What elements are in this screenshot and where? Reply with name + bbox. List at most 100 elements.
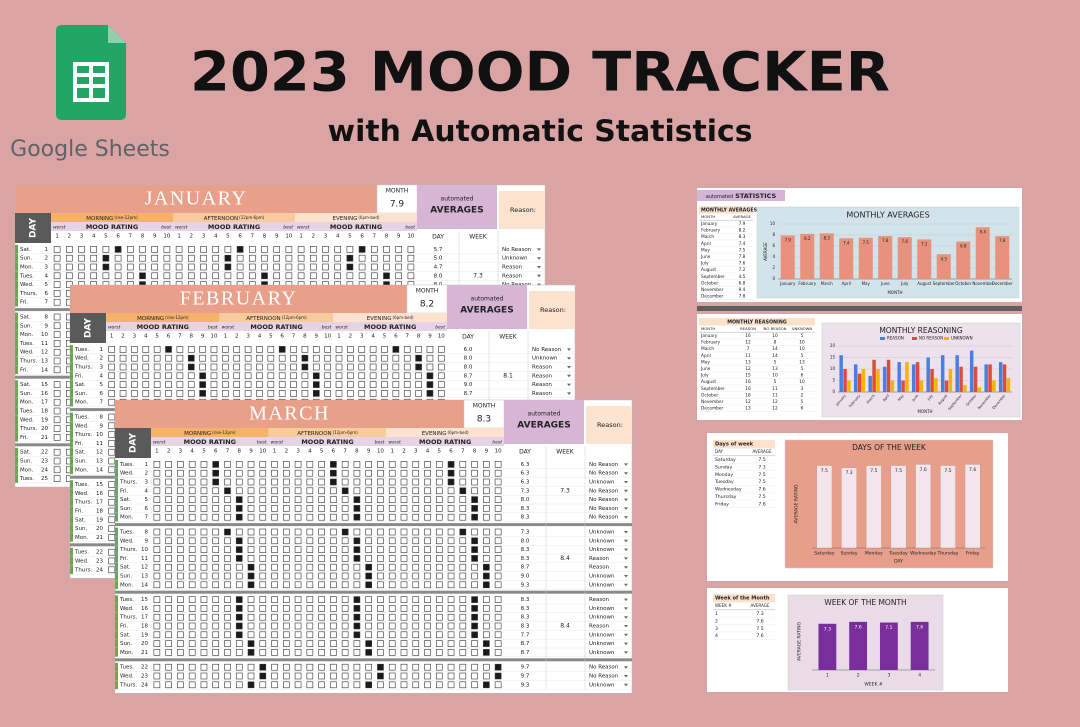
x-axis-label: WEEK #: [864, 682, 883, 688]
checkbox: [271, 605, 278, 612]
scale-number: 1: [299, 234, 303, 240]
checkbox: [483, 546, 490, 553]
data-label: 7.5: [895, 468, 902, 474]
day-date: 8: [100, 415, 104, 421]
bar: [878, 236, 893, 279]
checkbox: [131, 372, 138, 380]
y-tick-label: 10: [770, 221, 776, 226]
checkbox: [212, 513, 220, 521]
checkbox-checked: [383, 272, 390, 280]
scale-number: 5: [155, 334, 159, 340]
checkbox: [447, 681, 455, 689]
table-cell: 9.4: [739, 287, 746, 293]
checkbox-checked: [235, 605, 243, 612]
checkbox: [188, 622, 196, 630]
section-name: MORNING: [86, 216, 113, 222]
table-cell: 7.6: [756, 618, 763, 624]
day-name: Sun.: [120, 506, 132, 512]
checkbox: [447, 528, 455, 536]
checkbox: [322, 246, 329, 253]
checkbox: [294, 496, 302, 503]
checkbox: [259, 513, 267, 521]
table-cell: September: [701, 274, 725, 280]
scale-number: 10: [438, 334, 445, 340]
day-strip: [15, 330, 18, 339]
checkbox: [233, 390, 241, 397]
checkbox: [165, 363, 172, 371]
day-strip: [115, 671, 118, 681]
checkbox: [176, 372, 184, 380]
checkbox: [294, 505, 302, 512]
day-average: 8.0: [521, 538, 530, 544]
bar: [984, 364, 988, 392]
x-tick-label: May: [897, 394, 905, 402]
checkbox: [200, 487, 208, 495]
checkbox: [412, 581, 420, 589]
checkbox: [424, 649, 431, 656]
day-name: Wed.: [75, 423, 89, 429]
checkbox: [412, 537, 420, 545]
checkbox-checked: [494, 672, 502, 680]
scale-number: 7: [178, 334, 182, 340]
checkbox: [424, 640, 431, 647]
scale-number: 9: [485, 449, 489, 455]
checkbox: [447, 555, 455, 562]
table-cell: 7.5: [758, 494, 765, 500]
checkbox: [200, 469, 208, 477]
checkbox: [353, 461, 361, 468]
section-name: MORNING: [137, 316, 164, 322]
table-cell: 7.3: [756, 611, 763, 617]
scale-number: 9: [367, 449, 371, 455]
day-strip: [70, 380, 73, 389]
day-strip: [70, 389, 73, 398]
worst-label: worst: [271, 440, 284, 446]
scale-number: 10: [210, 334, 217, 340]
checkbox: [309, 254, 317, 262]
checkbox: [261, 254, 268, 262]
checkbox: [294, 478, 302, 486]
checkbox: [177, 546, 184, 553]
worst-label: worst: [53, 225, 66, 231]
checkbox: [306, 640, 314, 647]
checkbox: [114, 254, 122, 262]
legend-swatch: [912, 337, 917, 340]
day-strip: [70, 465, 73, 475]
day-date: 10: [141, 547, 148, 553]
checkbox: [199, 354, 206, 362]
day-strip: [70, 362, 73, 372]
table-cell: 7.5: [758, 479, 765, 485]
checkbox: [224, 478, 231, 486]
scale-number: 6: [238, 234, 242, 240]
day-strip: [115, 630, 118, 640]
checkbox: [177, 563, 184, 571]
table-cell: 10: [799, 340, 805, 346]
day-date: 21: [96, 535, 103, 541]
checkbox: [459, 555, 467, 562]
checkbox: [283, 596, 290, 603]
x-tick-label: Friday: [966, 551, 980, 557]
checkbox: [278, 354, 286, 362]
checkbox: [318, 478, 325, 486]
day-strip: [15, 289, 18, 298]
checkbox-checked: [165, 346, 172, 353]
table-cell: January: [700, 333, 718, 339]
table-cell: 5: [801, 399, 804, 405]
checkbox: [407, 246, 415, 253]
checkbox: [341, 546, 349, 553]
checkbox: [151, 254, 158, 262]
checkbox: [153, 640, 161, 647]
checkbox: [377, 537, 384, 545]
checkbox: [365, 496, 372, 503]
checkbox: [235, 649, 243, 656]
table-title-bg: [713, 440, 775, 449]
checkbox: [435, 505, 443, 512]
dropdown-arrow: [537, 266, 541, 269]
checkbox: [438, 363, 445, 371]
checkbox: [267, 381, 275, 388]
day-average: 8.7: [521, 650, 530, 656]
checkbox: [283, 496, 290, 503]
checkbox: [177, 672, 184, 680]
bar: [926, 357, 930, 392]
mood-rating-label: MOOD RATING: [419, 438, 471, 446]
table-cell: 10: [799, 346, 805, 352]
